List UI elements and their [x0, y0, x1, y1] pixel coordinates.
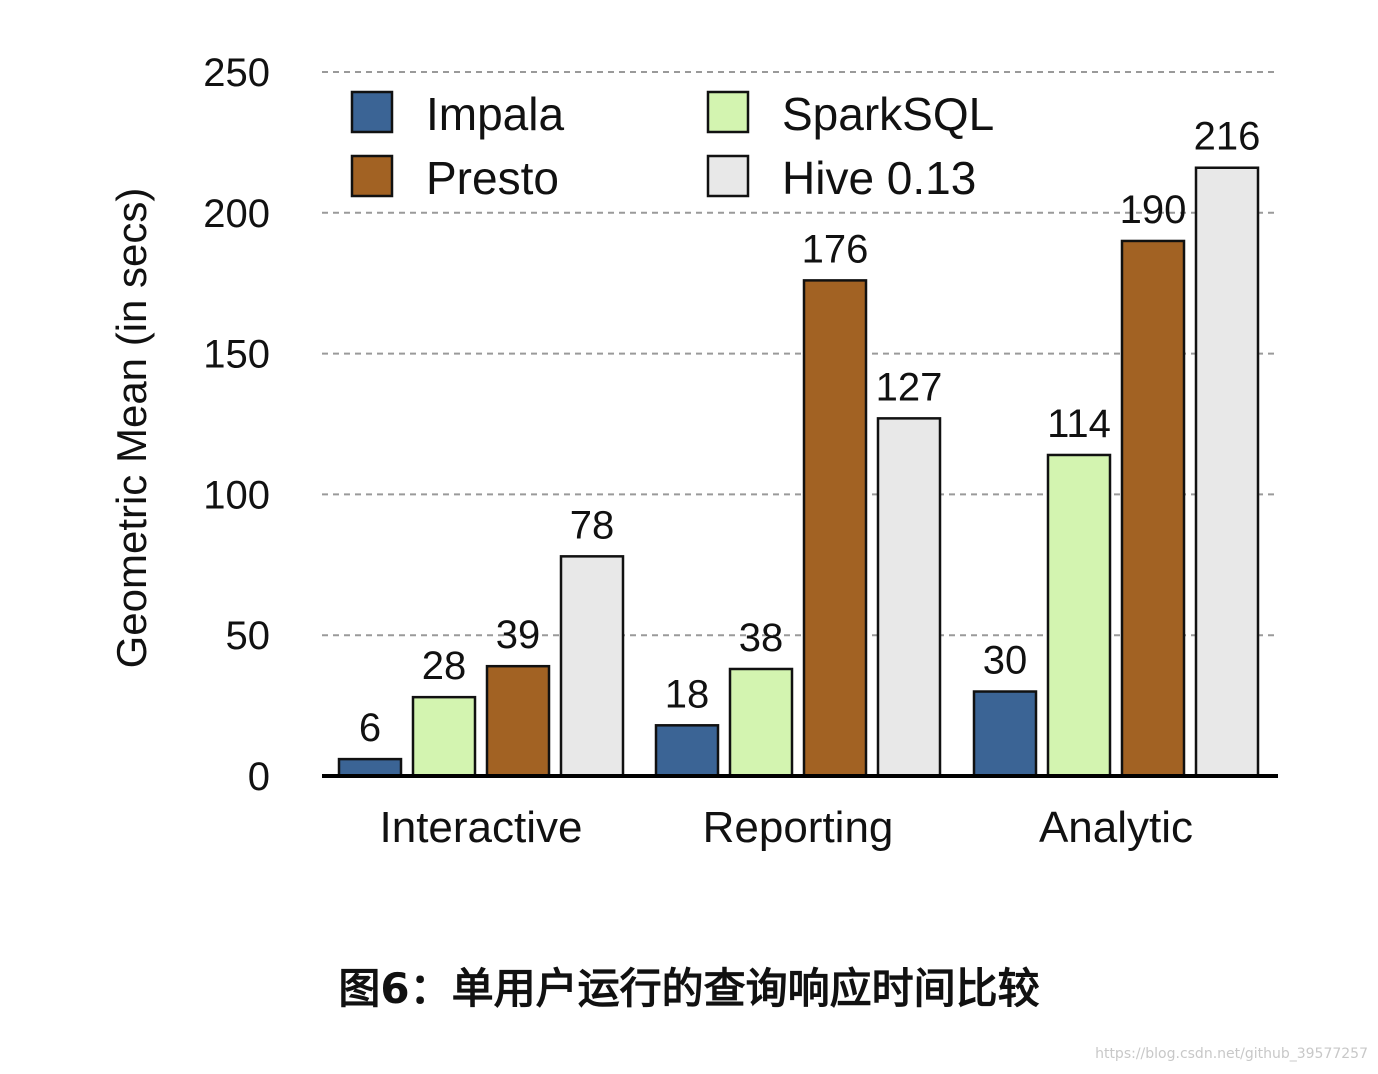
- bar-sparksql-reporting: [728, 667, 794, 778]
- y-axis-ticks: 0 50 100 150 200 250: [203, 51, 270, 799]
- data-label: 127: [876, 365, 943, 409]
- x-axis-categories: Interactive Reporting Analytic: [380, 803, 1194, 852]
- x-category-label: Reporting: [703, 803, 894, 852]
- bar-presto-analytic: [1120, 239, 1186, 778]
- legend-label: Impala: [426, 88, 564, 140]
- y-tick-label: 100: [203, 473, 270, 517]
- y-tick-label: 150: [203, 333, 270, 377]
- bar-chart: 0 50 100 150 200 250 6 28 39 78 18 38 176 127 30 114 19…: [108, 51, 1278, 852]
- bars: [337, 166, 1260, 778]
- legend-swatch: [350, 90, 394, 134]
- data-label: 78: [570, 503, 615, 547]
- figure-caption: 图6：单用户运行的查询响应时间比较: [338, 964, 1040, 1013]
- legend-label: SparkSQL: [782, 88, 994, 140]
- y-tick-label: 50: [226, 614, 271, 658]
- y-tick-label: 250: [203, 51, 270, 95]
- data-label: 30: [983, 639, 1028, 683]
- bar-hive-0-13-reporting: [876, 417, 942, 778]
- legend-label: Hive 0.13: [782, 152, 976, 204]
- bar-hive-0-13-analytic: [1194, 166, 1260, 778]
- legend-swatch: [706, 90, 750, 134]
- legend: Impala SparkSQL Presto Hive 0.13: [350, 88, 994, 204]
- legend-swatch: [706, 154, 750, 198]
- legend-label: Presto: [426, 152, 559, 204]
- bar-hive-0-13-interactive: [559, 555, 625, 778]
- bar-sparksql-interactive: [411, 695, 477, 778]
- data-label: 190: [1120, 188, 1187, 232]
- bar-sparksql-analytic: [1046, 453, 1112, 778]
- y-tick-label: 0: [248, 755, 270, 799]
- bar-presto-interactive: [485, 664, 551, 778]
- data-label: 114: [1047, 402, 1111, 446]
- data-label: 18: [665, 672, 710, 716]
- data-label: 38: [739, 616, 784, 660]
- grid-lines: [322, 71, 1274, 637]
- data-label: 28: [422, 644, 467, 688]
- watermark: https://blog.csdn.net/github_39577257: [1095, 1046, 1368, 1062]
- data-label: 6: [359, 706, 381, 750]
- data-label: 39: [496, 613, 541, 657]
- y-tick-label: 200: [203, 192, 270, 236]
- bar-impala-interactive: [337, 757, 403, 778]
- data-label: 216: [1194, 115, 1261, 159]
- x-category-label: Analytic: [1039, 803, 1193, 852]
- bar-impala-reporting: [654, 724, 720, 778]
- legend-swatch: [350, 154, 394, 198]
- bar-impala-analytic: [972, 690, 1038, 778]
- x-category-label: Interactive: [380, 803, 583, 852]
- y-axis-label: Geometric Mean (in secs): [108, 188, 155, 669]
- data-label: 176: [802, 227, 869, 271]
- bar-presto-reporting: [802, 279, 868, 778]
